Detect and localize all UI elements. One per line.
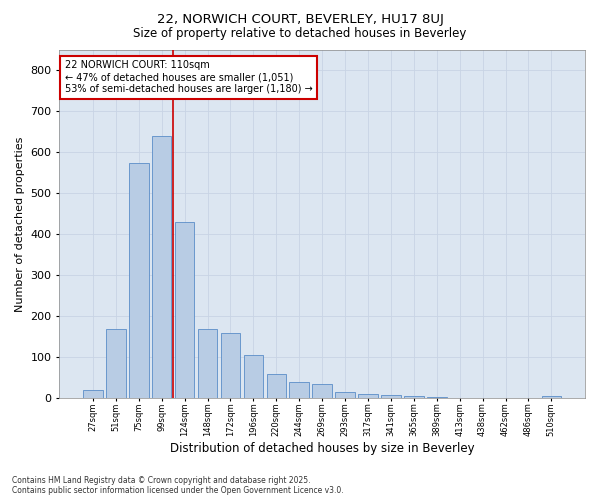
Bar — [106, 328, 125, 398]
Bar — [175, 222, 194, 398]
Bar — [358, 394, 378, 398]
Bar — [289, 382, 309, 398]
Bar — [335, 392, 355, 398]
Bar — [542, 396, 561, 398]
Bar — [404, 396, 424, 398]
Text: Contains HM Land Registry data © Crown copyright and database right 2025.
Contai: Contains HM Land Registry data © Crown c… — [12, 476, 344, 495]
Bar — [221, 333, 240, 398]
Text: 22 NORWICH COURT: 110sqm
← 47% of detached houses are smaller (1,051)
53% of sem: 22 NORWICH COURT: 110sqm ← 47% of detach… — [65, 60, 313, 94]
Bar — [266, 374, 286, 398]
Bar — [313, 384, 332, 398]
Bar — [129, 162, 149, 398]
Bar — [152, 136, 172, 398]
Text: 22, NORWICH COURT, BEVERLEY, HU17 8UJ: 22, NORWICH COURT, BEVERLEY, HU17 8UJ — [157, 12, 443, 26]
Bar — [198, 328, 217, 398]
Y-axis label: Number of detached properties: Number of detached properties — [15, 136, 25, 312]
X-axis label: Distribution of detached houses by size in Beverley: Distribution of detached houses by size … — [170, 442, 475, 455]
Bar — [244, 356, 263, 399]
Text: Size of property relative to detached houses in Beverley: Size of property relative to detached ho… — [133, 28, 467, 40]
Bar — [427, 397, 446, 398]
Bar — [381, 395, 401, 398]
Bar — [83, 390, 103, 398]
